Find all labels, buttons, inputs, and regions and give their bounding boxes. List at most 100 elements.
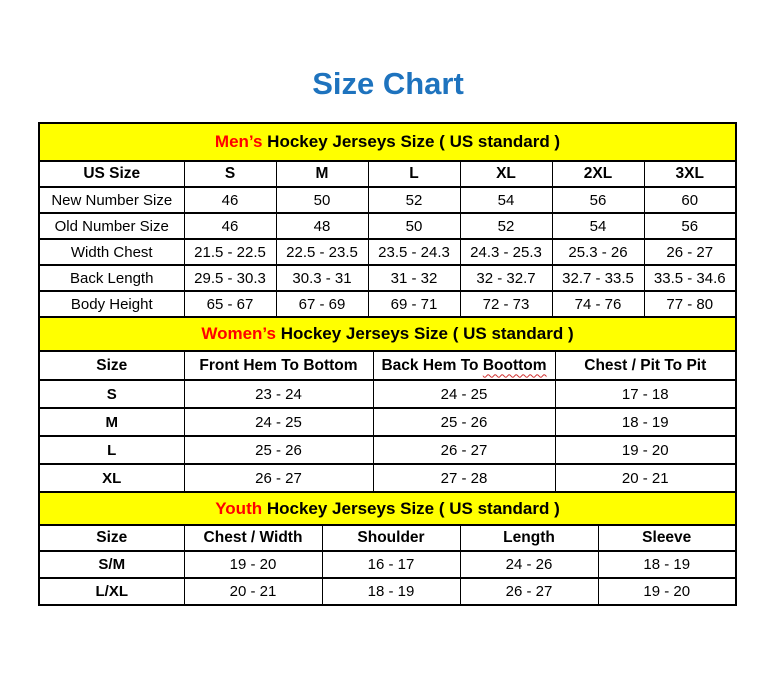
value-cell: 31 - 32 xyxy=(367,264,461,292)
value-cell: 24 - 25 xyxy=(183,407,374,437)
value-cell: 65 - 67 xyxy=(183,290,277,318)
misspelled-word: Boottom xyxy=(482,356,547,374)
column-header: Chest / Pit To Pit xyxy=(554,350,737,381)
value-cell: 50 xyxy=(275,186,369,214)
value-cell: 29.5 - 30.3 xyxy=(183,264,277,292)
value-cell: 32 - 32.7 xyxy=(459,264,553,292)
row-label-cell: Back Length xyxy=(38,264,185,292)
youth-size-table: Youth Hockey Jerseys Size ( US standard … xyxy=(38,491,737,606)
value-cell: 74 - 76 xyxy=(551,290,645,318)
value-cell: 26 - 27 xyxy=(643,238,737,266)
row-label-cell: S xyxy=(38,379,185,409)
column-header: Size xyxy=(38,524,185,552)
table-row: L 25 - 26 26 - 27 19 - 20 xyxy=(38,435,737,465)
value-cell: 25 - 26 xyxy=(183,435,374,465)
row-label-cell: L xyxy=(38,435,185,465)
column-header-text: Back Hem To xyxy=(381,356,483,374)
womens-size-table: Women’s Hockey Jerseys Size ( US standar… xyxy=(38,316,737,493)
value-cell: 77 - 80 xyxy=(643,290,737,318)
mens-table-body: New Number Size 46 50 52 54 56 60 Old Number Si… xyxy=(38,186,737,318)
column-header: M xyxy=(275,160,369,188)
youth-section-title-rest: Hockey Jerseys Size ( US standard ) xyxy=(262,498,560,518)
value-cell: 27 - 28 xyxy=(372,463,556,493)
column-header: Sleeve xyxy=(597,524,737,552)
value-cell: 18 - 19 xyxy=(597,550,737,579)
column-header: Chest / Width xyxy=(183,524,323,552)
row-label-cell: Old Number Size xyxy=(38,212,185,240)
womens-header-row: Size Front Hem To Bottom Back Hem To Boo… xyxy=(38,350,737,381)
table-row: L/XL 20 - 21 18 - 19 26 - 27 19 - 20 xyxy=(38,577,737,606)
value-cell: 19 - 20 xyxy=(183,550,323,579)
row-label-cell: Width Chest xyxy=(38,238,185,266)
value-cell: 22.5 - 23.5 xyxy=(275,238,369,266)
womens-table-body: S 23 - 24 24 - 25 17 - 18 M 24 - 25 25 - 26 18 … xyxy=(38,379,737,493)
value-cell: 52 xyxy=(459,212,553,240)
column-header: 2XL xyxy=(551,160,645,188)
value-cell: 19 - 20 xyxy=(597,577,737,606)
row-label-cell: Body Height xyxy=(38,290,185,318)
column-header: Length xyxy=(459,524,599,552)
value-cell: 20 - 21 xyxy=(554,463,737,493)
value-cell: 46 xyxy=(183,186,277,214)
table-row: S 23 - 24 24 - 25 17 - 18 xyxy=(38,379,737,409)
value-cell: 16 - 17 xyxy=(321,550,461,579)
value-cell: 26 - 27 xyxy=(459,577,599,606)
value-cell: 26 - 27 xyxy=(372,435,556,465)
value-cell: 24.3 - 25.3 xyxy=(459,238,553,266)
column-header: 3XL xyxy=(643,160,737,188)
value-cell: 48 xyxy=(275,212,369,240)
value-cell: 21.5 - 22.5 xyxy=(183,238,277,266)
column-header: Back Hem To Boottom xyxy=(372,350,556,381)
womens-section-title-rest: Hockey Jerseys Size ( US standard ) xyxy=(275,324,574,343)
value-cell: 25.3 - 26 xyxy=(551,238,645,266)
value-cell: 56 xyxy=(643,212,737,240)
table-row: S/M 19 - 20 16 - 17 24 - 26 18 - 19 xyxy=(38,550,737,579)
column-header: Shoulder xyxy=(321,524,461,552)
size-chart: Men’s Hockey Jerseys Size ( US standard … xyxy=(38,122,737,606)
column-header: US Size xyxy=(38,160,185,188)
youth-header-row: Size Chest / Width Shoulder Length Sleev… xyxy=(38,524,737,552)
womens-section-header: Women’s Hockey Jerseys Size ( US standar… xyxy=(38,316,737,352)
mens-size-table: Men’s Hockey Jerseys Size ( US standard … xyxy=(38,122,737,318)
row-label-cell: S/M xyxy=(38,550,185,579)
column-header: Front Hem To Bottom xyxy=(183,350,374,381)
value-cell: 67 - 69 xyxy=(275,290,369,318)
value-cell: 24 - 26 xyxy=(459,550,599,579)
row-label-cell: New Number Size xyxy=(38,186,185,214)
value-cell: 32.7 - 33.5 xyxy=(551,264,645,292)
value-cell: 19 - 20 xyxy=(554,435,737,465)
value-cell: 46 xyxy=(183,212,277,240)
table-row: Width Chest 21.5 - 22.5 22.5 - 23.5 23.5 - … xyxy=(38,238,737,266)
table-row: Old Number Size 46 48 50 52 54 56 xyxy=(38,212,737,240)
value-cell: 30.3 - 31 xyxy=(275,264,369,292)
mens-section-title: Men’s Hockey Jerseys Size ( US standard … xyxy=(38,122,737,162)
value-cell: 20 - 21 xyxy=(183,577,323,606)
value-cell: 50 xyxy=(367,212,461,240)
value-cell: 23.5 - 24.3 xyxy=(367,238,461,266)
value-cell: 18 - 19 xyxy=(554,407,737,437)
mens-section-title-rest: Hockey Jerseys Size ( US standard ) xyxy=(262,132,561,151)
value-cell: 24 - 25 xyxy=(372,379,556,409)
womens-section-title: Women’s Hockey Jerseys Size ( US standar… xyxy=(38,316,737,352)
table-row: New Number Size 46 50 52 54 56 60 xyxy=(38,186,737,214)
value-cell: 52 xyxy=(367,186,461,214)
youth-table-body: S/M 19 - 20 16 - 17 24 - 26 18 - 19 L/XL 20 - … xyxy=(38,550,737,606)
row-label-cell: XL xyxy=(38,463,185,493)
column-header: S xyxy=(183,160,277,188)
value-cell: 60 xyxy=(643,186,737,214)
mens-section-title-accent: Men’s xyxy=(214,132,263,151)
value-cell: 18 - 19 xyxy=(321,577,461,606)
value-cell: 25 - 26 xyxy=(372,407,556,437)
value-cell: 72 - 73 xyxy=(459,290,553,318)
womens-section-title-accent: Women’s xyxy=(201,324,276,343)
value-cell: 26 - 27 xyxy=(183,463,374,493)
mens-header-row: US Size S M L XL 2XL 3XL xyxy=(38,160,737,188)
row-label-cell: L/XL xyxy=(38,577,185,606)
mens-section-header: Men’s Hockey Jerseys Size ( US standard … xyxy=(38,122,737,162)
value-cell: 69 - 71 xyxy=(367,290,461,318)
youth-section-title: Youth Hockey Jerseys Size ( US standard … xyxy=(38,491,737,526)
table-row: XL 26 - 27 27 - 28 20 - 21 xyxy=(38,463,737,493)
table-row: Body Height 65 - 67 67 - 69 69 - 71 72 - 73 7… xyxy=(38,290,737,318)
youth-section-header: Youth Hockey Jerseys Size ( US standard … xyxy=(38,491,737,526)
column-header: XL xyxy=(459,160,553,188)
